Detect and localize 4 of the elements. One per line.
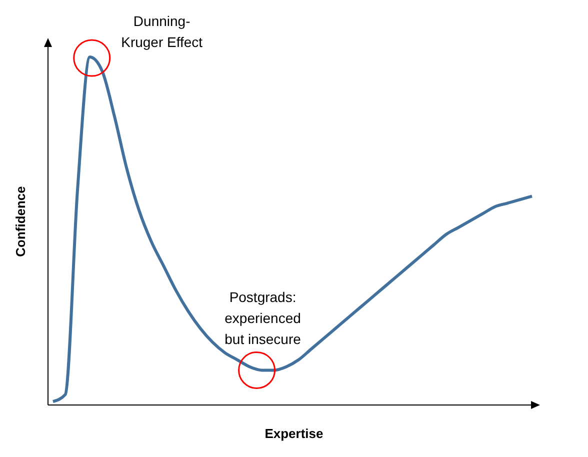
text: Dunning- Kruger Effect: [121, 13, 203, 50]
annotation: Postgrads: experienced but insecure: [224, 289, 302, 348]
x-axis-title: Expertise: [264, 426, 324, 441]
y-axis-title: Confidence: [13, 186, 28, 257]
